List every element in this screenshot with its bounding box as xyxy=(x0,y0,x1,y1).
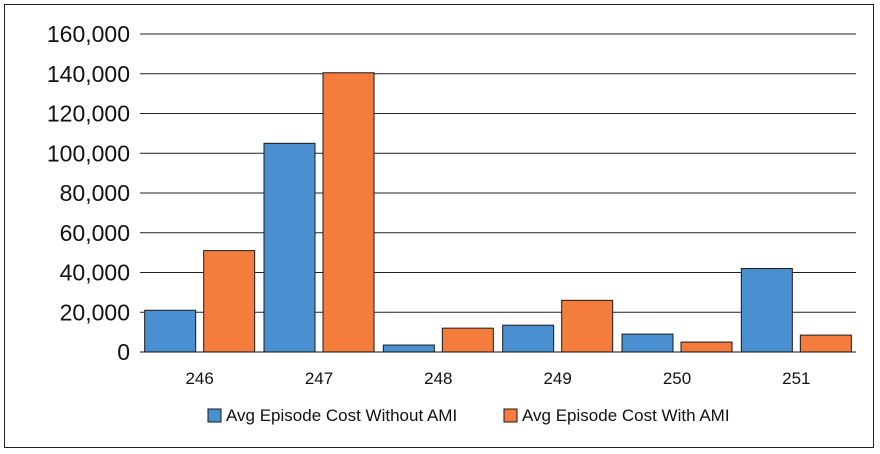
bar-with-ami-249 xyxy=(561,299,614,353)
y-tick-label: 160,000 xyxy=(47,21,130,47)
y-tick-label: 20,000 xyxy=(60,299,130,325)
x-tick-label: 246 xyxy=(185,369,213,388)
legend-label: Avg Episode Cost With AMI xyxy=(522,406,730,425)
y-tick-label: 140,000 xyxy=(47,61,130,87)
gridlines xyxy=(140,33,856,313)
bar-with-ami-248 xyxy=(441,327,494,353)
x-tick-label: 250 xyxy=(663,369,691,388)
chart-frame xyxy=(4,4,874,448)
y-tick-label: 0 xyxy=(117,339,130,365)
x-tick-label: 251 xyxy=(782,369,810,388)
bars xyxy=(144,72,852,353)
y-tick-label: 40,000 xyxy=(60,260,130,286)
legend-swatch xyxy=(503,408,518,423)
y-axis-ticks: 0 20,000 40,000 60,000 80,000 100,000 120,000 1… xyxy=(47,21,130,365)
bar-with-ami-251 xyxy=(799,334,852,353)
bar-with-ami-247 xyxy=(322,72,375,353)
x-tick-label: 247 xyxy=(305,369,333,388)
bar-without-ami-248 xyxy=(382,344,435,353)
x-axis-ticks: 246 247 248 249 250 251 xyxy=(185,369,810,388)
bar-without-ami-249 xyxy=(502,324,555,353)
legend-label: Avg Episode Cost Without AMI xyxy=(226,406,457,425)
y-tick-label: 100,000 xyxy=(47,140,130,166)
bar-with-ami-246 xyxy=(203,250,256,353)
x-tick-label: 249 xyxy=(543,369,571,388)
bar-with-ami-250 xyxy=(680,341,733,353)
legend: Avg Episode Cost Without AMI Avg Episode … xyxy=(207,406,730,425)
bar-without-ami-247 xyxy=(263,142,316,353)
bar-without-ami-250 xyxy=(621,333,674,353)
bar-without-ami-246 xyxy=(144,309,197,353)
bar-without-ami-251 xyxy=(740,268,793,353)
x-tick-label: 248 xyxy=(424,369,452,388)
legend-swatch xyxy=(207,408,222,423)
y-tick-label: 80,000 xyxy=(60,180,130,206)
y-tick-label: 120,000 xyxy=(47,101,130,127)
y-tick-label: 60,000 xyxy=(60,220,130,246)
